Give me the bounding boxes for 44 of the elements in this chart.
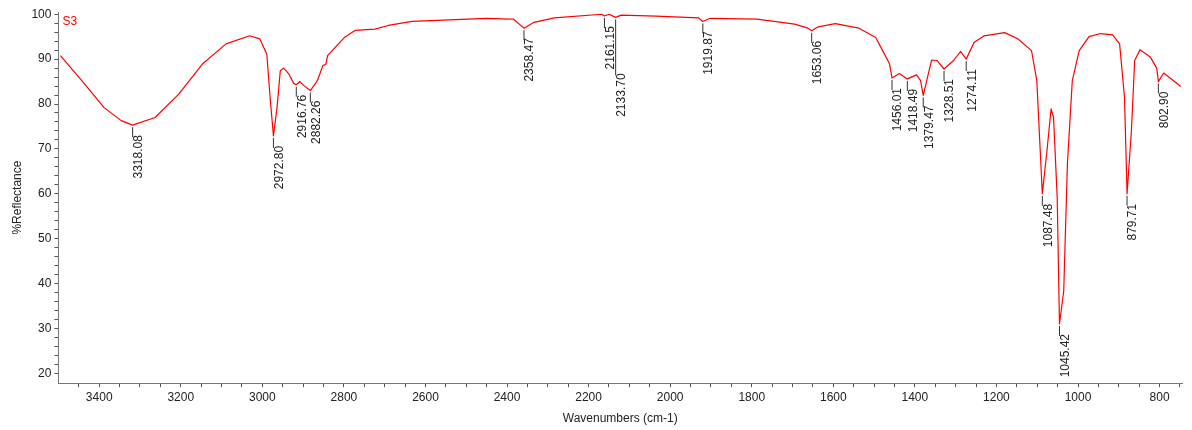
y-tick-label: 50 bbox=[38, 230, 52, 245]
text: S3 bbox=[62, 14, 78, 29]
x-tick-label: 1400 bbox=[901, 389, 929, 404]
y-tick-label: 60 bbox=[38, 186, 52, 201]
x-axis-title: Wavenumbers (cm-1) bbox=[562, 411, 678, 426]
annotation: 879.71 bbox=[1125, 203, 1140, 241]
y-axis-title: %Reflectance bbox=[9, 160, 24, 235]
annotation: 802.90 bbox=[1156, 91, 1171, 129]
annotation: 2358.47 bbox=[522, 37, 537, 82]
annotation: 1919.87 bbox=[701, 31, 716, 75]
x-tick-label: 2200 bbox=[575, 389, 603, 404]
y-tick-label: 30 bbox=[38, 320, 52, 335]
x-tick-label: 1000 bbox=[1064, 389, 1092, 404]
y-tick-label: 40 bbox=[38, 275, 52, 290]
x-tick-label: 1600 bbox=[819, 389, 847, 404]
annotation: 1328.51 bbox=[942, 78, 957, 123]
annotation: 1274.11 bbox=[964, 68, 979, 112]
annotation: 2133.70 bbox=[613, 73, 628, 117]
annotation: 1653.06 bbox=[809, 40, 824, 85]
x-tick-label: 800 bbox=[1149, 389, 1170, 404]
x-tick-label: 1200 bbox=[983, 389, 1011, 404]
annotation: 2882.26 bbox=[308, 100, 323, 144]
annotation: 1456.01 bbox=[890, 87, 905, 132]
x-tick-label: 3400 bbox=[85, 389, 113, 404]
x-tick-label: 3000 bbox=[248, 389, 277, 404]
y-tick-label: 20 bbox=[38, 365, 52, 380]
annotation: 1045.42 bbox=[1057, 333, 1072, 378]
annotation: 2972.80 bbox=[271, 145, 286, 190]
y-tick-label: 100 bbox=[31, 6, 52, 21]
annotation: 2916.76 bbox=[294, 94, 309, 139]
x-tick-label: 2600 bbox=[412, 389, 440, 404]
y-tick-label: 80 bbox=[38, 96, 52, 111]
annotation: 2161.15 bbox=[602, 25, 617, 70]
x-tick-label: 3200 bbox=[167, 389, 195, 404]
annotation: 3318.08 bbox=[130, 134, 145, 179]
x-tick-label: 2000 bbox=[656, 389, 684, 404]
annotation: 1087.48 bbox=[1040, 203, 1055, 248]
x-tick-label: 2800 bbox=[330, 389, 358, 404]
x-tick-label: 1800 bbox=[738, 389, 766, 404]
annotation: 1379.47 bbox=[921, 105, 936, 149]
x-tick-label: 2400 bbox=[493, 389, 521, 404]
y-tick-label: 70 bbox=[38, 141, 52, 156]
annotation: 1418.49 bbox=[905, 88, 920, 133]
y-tick-label: 90 bbox=[38, 51, 52, 66]
